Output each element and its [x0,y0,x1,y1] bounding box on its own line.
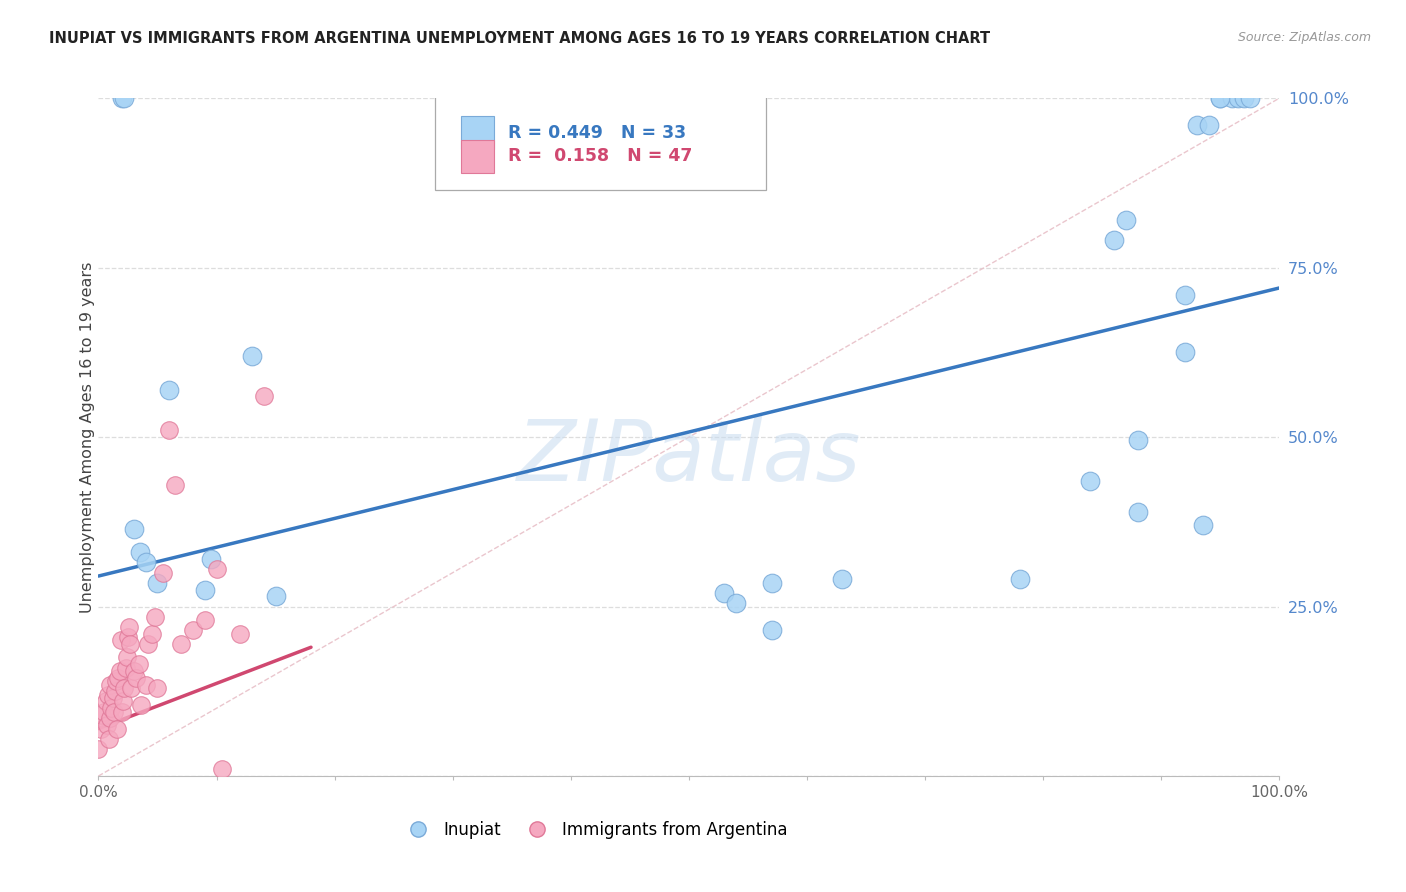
Point [91,708,114,723]
Text: R = 0.449   N = 33: R = 0.449 N = 33 [508,124,686,142]
Point [1115,213,1137,227]
Point [1239,91,1261,105]
Point [122,522,145,536]
Point [1198,118,1220,132]
Point [105,674,128,689]
Point [98,677,121,691]
Point [165,477,187,491]
Point [110,633,132,648]
FancyBboxPatch shape [461,117,494,149]
FancyBboxPatch shape [461,140,494,173]
Point [101,691,124,706]
Point [141,626,163,640]
Point [120,637,142,651]
Point [129,698,152,712]
Point [128,545,150,559]
Point [135,677,157,691]
Point [1209,91,1232,105]
Point [1185,118,1208,132]
Point [146,681,169,695]
Point [194,582,217,597]
Point [1080,474,1102,488]
Point [112,681,135,695]
Point [146,575,169,590]
Point [152,566,174,580]
Point [98,711,121,725]
Point [104,684,127,698]
Point [1008,573,1031,587]
Point [1102,234,1125,248]
Text: Source: ZipAtlas.com: Source: ZipAtlas.com [1237,31,1371,45]
Point [135,556,157,570]
Point [87,742,110,756]
Point [122,664,145,678]
Point [111,91,134,105]
Point [143,609,166,624]
Point [1227,91,1250,105]
Point [240,349,263,363]
Point [1220,91,1243,105]
Text: ZIPatlas: ZIPatlas [517,416,860,499]
Point [107,671,129,685]
Point [121,681,143,695]
Point [105,722,128,736]
Point [713,586,735,600]
Point [1174,345,1197,359]
Point [1126,434,1149,448]
Point [253,389,276,403]
Point [118,620,141,634]
Point [112,694,135,708]
Point [94,694,117,708]
Point [211,762,233,776]
Point [136,637,159,651]
Point [1174,287,1197,301]
Legend: Inupiat, Immigrants from Argentina: Inupiat, Immigrants from Argentina [395,814,794,846]
Point [93,705,115,719]
Point [97,688,120,702]
FancyBboxPatch shape [434,96,766,190]
Point [98,731,121,746]
Point [103,705,125,719]
Point [1209,91,1232,105]
Point [1191,518,1213,533]
Point [1233,91,1256,105]
Point [205,562,228,576]
Point [108,664,131,678]
Point [128,657,150,672]
Point [100,701,122,715]
Point [111,705,134,719]
Y-axis label: Unemployment Among Ages 16 to 19 years: Unemployment Among Ages 16 to 19 years [80,261,94,613]
Point [157,383,180,397]
Point [112,91,135,105]
Point [1126,505,1149,519]
Point [229,626,252,640]
Point [115,650,138,665]
Text: INUPIAT VS IMMIGRANTS FROM ARGENTINA UNEMPLOYMENT AMONG AGES 16 TO 19 YEARS CORR: INUPIAT VS IMMIGRANTS FROM ARGENTINA UNE… [49,31,990,46]
Point [170,637,193,651]
Point [157,423,180,437]
Point [125,671,148,685]
Point [831,573,853,587]
Point [194,613,217,627]
Point [725,596,748,610]
Point [264,590,287,604]
Point [761,575,783,590]
Point [90,722,112,736]
Point [114,660,136,674]
Point [96,718,118,732]
Text: R =  0.158   N = 47: R = 0.158 N = 47 [508,147,693,165]
Point [181,624,204,638]
Point [761,624,783,638]
Point [200,552,222,566]
Point [117,630,139,644]
